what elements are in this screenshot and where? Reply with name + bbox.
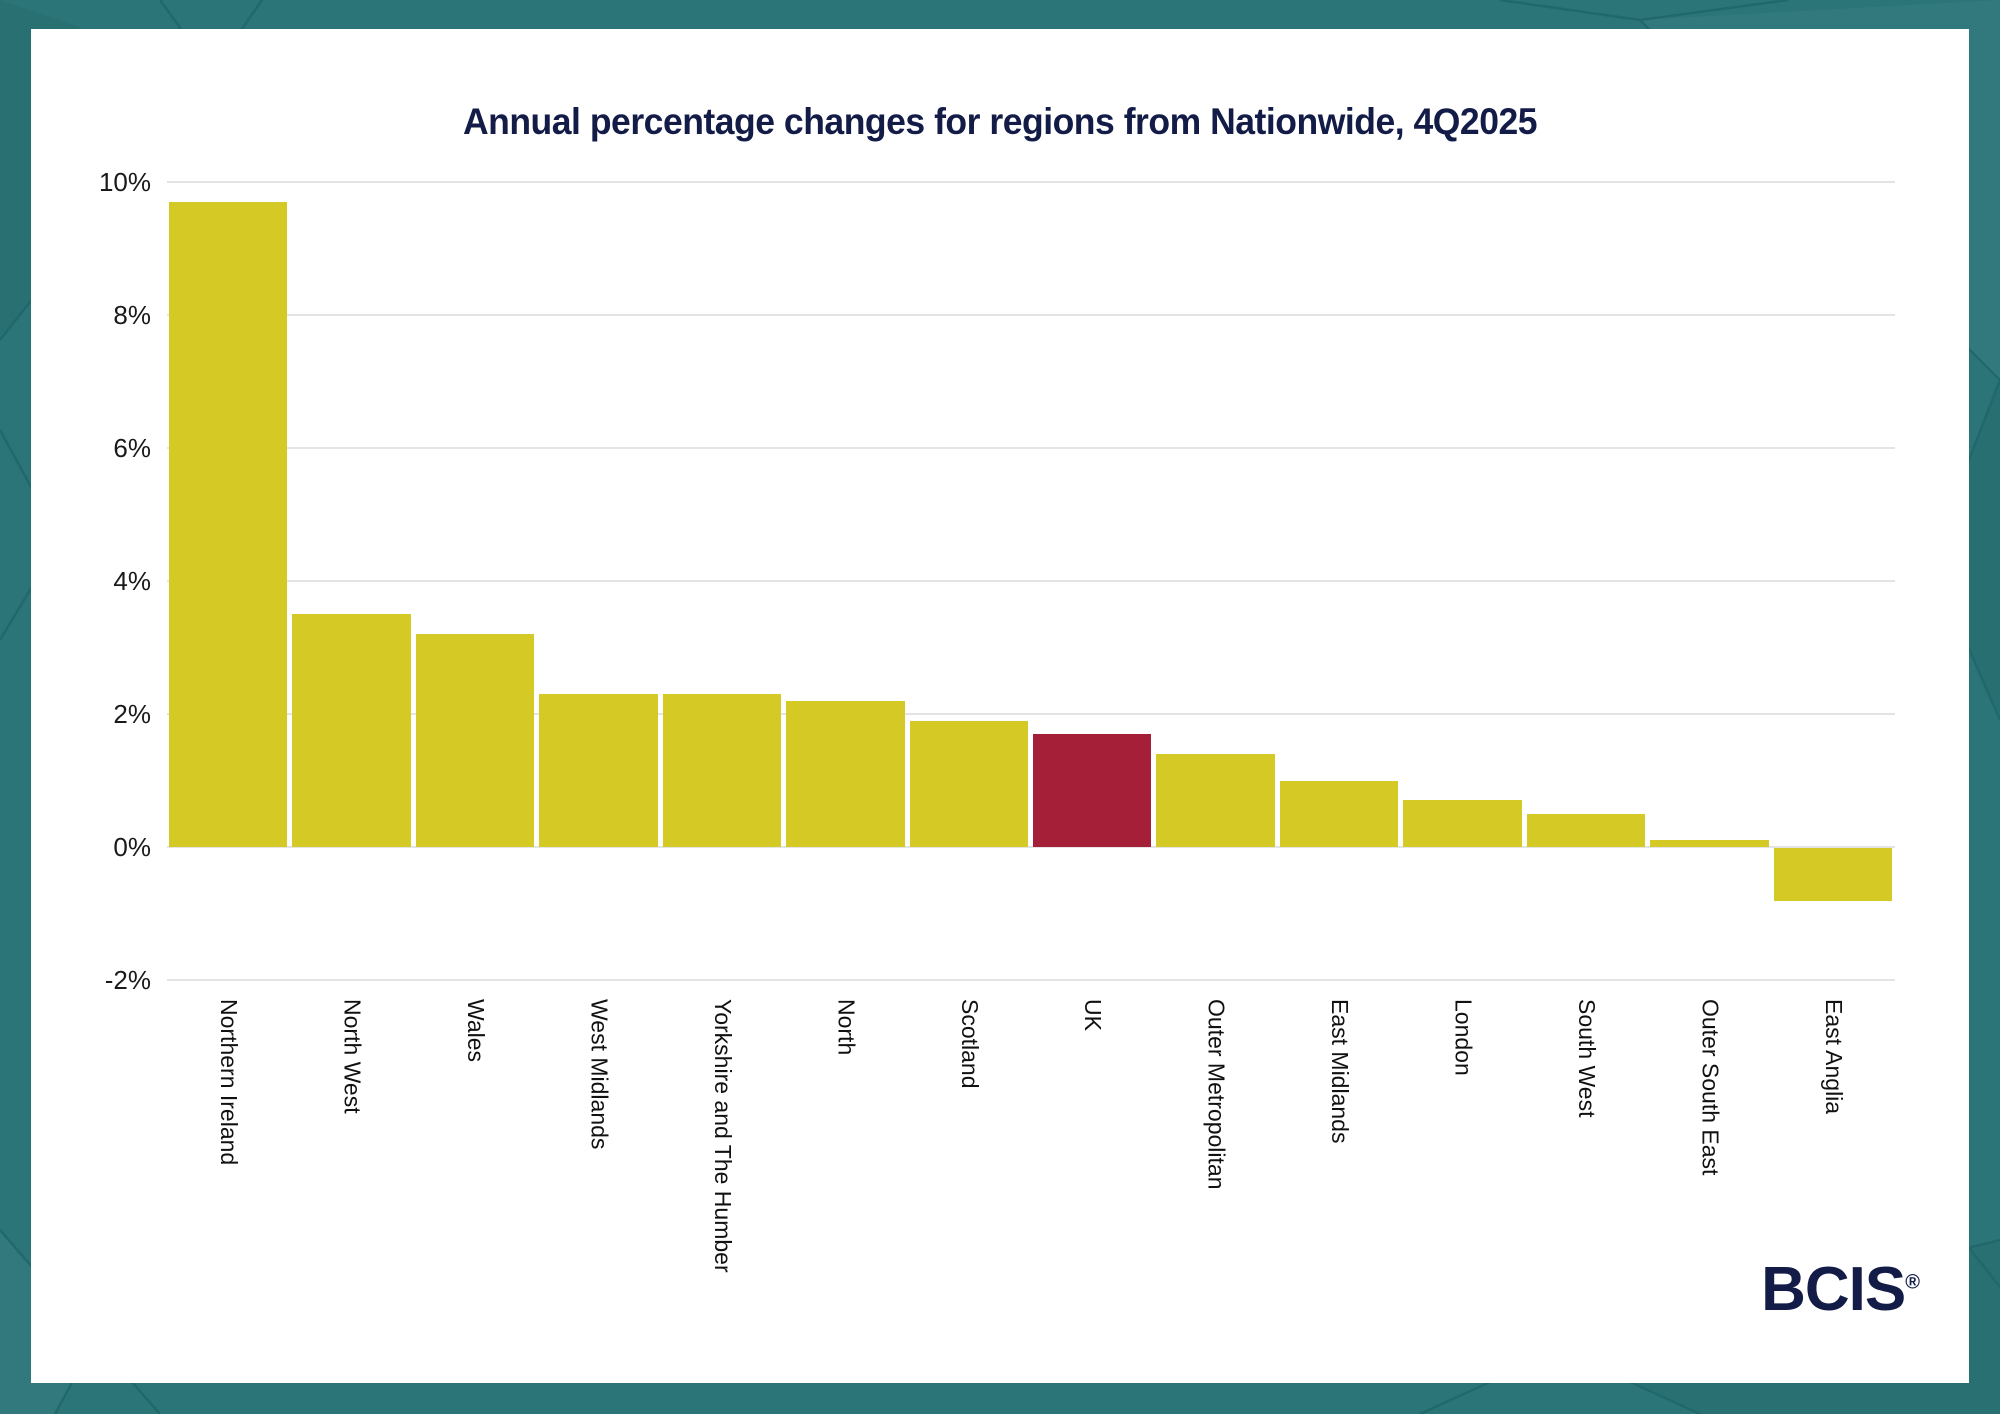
x-axis-label-east-midlands: East Midlands: [1327, 999, 1354, 1144]
x-axis-label-north: North: [833, 999, 860, 1056]
y-axis-tick-2-: 2%: [113, 699, 151, 729]
y-axis-tick-0-: 0%: [113, 832, 151, 862]
y-gridline-4-: [167, 580, 1895, 582]
bcis-logo: BCIS®: [1761, 1254, 1920, 1325]
bar-south-west: [1526, 813, 1646, 847]
bar-north: [786, 700, 905, 847]
x-axis-label-yorkshire-and-the-humber: Yorkshire and The Humber: [709, 999, 736, 1273]
x-axis-label-london: London: [1450, 999, 1477, 1076]
y-gridline-10-: [167, 181, 1895, 183]
bar-outer-south-east: [1650, 840, 1769, 847]
bar-uk: [1033, 733, 1152, 847]
plot-area: 10% 8% 6% 4% 2% 0% -2% Northern Ireland North We…: [31, 29, 1969, 1383]
x-axis-label-west-midlands: West Midlands: [586, 999, 613, 1150]
y-axis-tick-8-: 8%: [113, 300, 151, 330]
chart-card: Annual percentage changes for regions fr…: [31, 29, 1969, 1383]
bar-london: [1403, 800, 1522, 847]
chart-title: Annual percentage changes for regions fr…: [462, 101, 1538, 142]
x-axis-label-scotland: Scotland: [956, 999, 983, 1089]
y-axis-tick-4-: 4%: [113, 566, 151, 596]
bar-wales: [415, 634, 535, 847]
bar-west-midlands: [539, 694, 658, 847]
y-gridline-0-: [167, 846, 1895, 848]
bar-northern-ireland: [169, 201, 288, 847]
x-axis-label-northern-ireland: Northern Ireland: [216, 999, 243, 1166]
registered-trademark-symbol: ®: [1905, 1271, 1920, 1294]
y-axis-tick-10-: 10%: [98, 167, 151, 197]
x-axis-label-outer-metropolitan: Outer Metropolitan: [1203, 999, 1230, 1190]
bar-yorkshire-and-the-humber: [662, 694, 782, 847]
bar-scotland: [909, 720, 1028, 847]
bar-outer-metropolitan: [1156, 753, 1275, 847]
x-axis-label-outer-south-east: Outer South East: [1697, 999, 1724, 1176]
bcis-logo-text: BCIS: [1761, 1255, 1906, 1324]
y-gridline-2-: [167, 713, 1895, 715]
bar-east-midlands: [1279, 780, 1399, 847]
x-axis-label-uk: UK: [1080, 999, 1107, 1031]
y-axis-tick--2-: -2%: [104, 965, 151, 995]
y-axis-tick-6-: 6%: [113, 433, 151, 463]
bar-north-west: [292, 614, 411, 847]
bar-east-anglia: [1773, 848, 1892, 902]
x-axis-label-wales: Wales: [463, 999, 490, 1063]
x-axis-label-east-anglia: East Anglia: [1820, 999, 1847, 1115]
x-axis-label-north-west: North West: [339, 999, 366, 1114]
y-gridline-8-: [167, 314, 1895, 316]
y-gridline--2-: [167, 979, 1895, 981]
y-gridline-6-: [167, 447, 1895, 449]
x-axis-label-south-west: South West: [1573, 999, 1600, 1118]
